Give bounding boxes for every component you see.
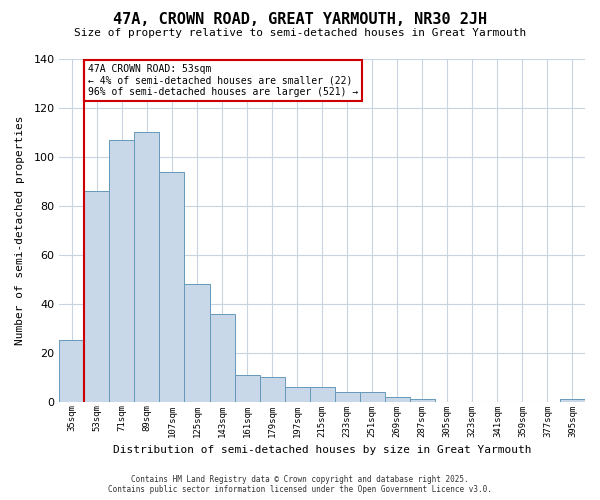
Bar <box>385 396 410 402</box>
Text: 47A, CROWN ROAD, GREAT YARMOUTH, NR30 2JH: 47A, CROWN ROAD, GREAT YARMOUTH, NR30 2J… <box>113 12 487 28</box>
Bar <box>160 172 184 402</box>
Bar <box>134 132 160 402</box>
Bar <box>310 387 335 402</box>
Bar <box>209 314 235 402</box>
Y-axis label: Number of semi-detached properties: Number of semi-detached properties <box>15 116 25 345</box>
Bar <box>360 392 385 402</box>
Bar <box>410 399 435 402</box>
Text: Size of property relative to semi-detached houses in Great Yarmouth: Size of property relative to semi-detach… <box>74 28 526 38</box>
Bar <box>109 140 134 402</box>
Bar <box>284 387 310 402</box>
Bar <box>235 374 260 402</box>
Bar <box>184 284 209 402</box>
Bar <box>560 399 585 402</box>
Bar <box>335 392 360 402</box>
Bar <box>260 377 284 402</box>
Text: 47A CROWN ROAD: 53sqm
← 4% of semi-detached houses are smaller (22)
96% of semi-: 47A CROWN ROAD: 53sqm ← 4% of semi-detac… <box>88 64 358 97</box>
Bar <box>85 191 109 402</box>
X-axis label: Distribution of semi-detached houses by size in Great Yarmouth: Distribution of semi-detached houses by … <box>113 445 532 455</box>
Text: Contains HM Land Registry data © Crown copyright and database right 2025.
Contai: Contains HM Land Registry data © Crown c… <box>108 474 492 494</box>
Bar <box>59 340 85 402</box>
